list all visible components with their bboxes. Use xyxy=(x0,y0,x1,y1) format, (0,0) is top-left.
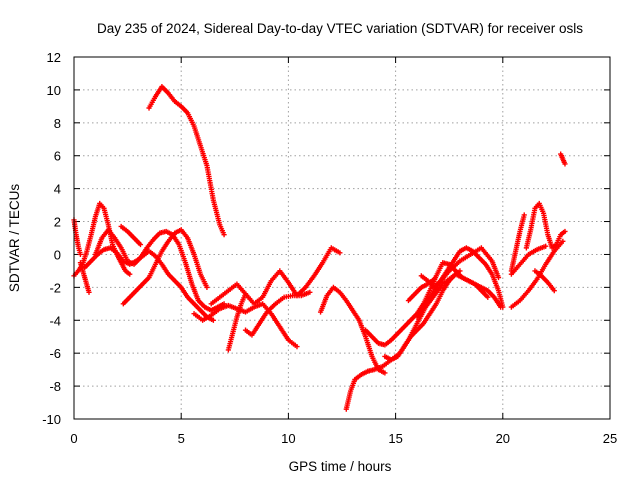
series-arc-19 xyxy=(405,276,437,304)
series-arc-1 xyxy=(71,200,133,279)
data-point xyxy=(86,289,92,295)
x-tick-label: 25 xyxy=(603,431,617,446)
data-point xyxy=(242,291,249,297)
y-tick-label: -8 xyxy=(49,379,61,394)
series-arc-12 xyxy=(242,289,313,338)
series-arc-20 xyxy=(508,212,527,274)
x-tick-label: 20 xyxy=(496,431,510,446)
y-tick-label: 6 xyxy=(54,149,61,164)
x-tick-label: 0 xyxy=(70,431,77,446)
data-point xyxy=(210,317,216,323)
y-tick-label: 0 xyxy=(54,247,61,262)
data-point xyxy=(500,304,506,310)
data-point xyxy=(294,344,300,350)
data-point xyxy=(521,212,527,218)
series-arc-22 xyxy=(508,243,549,277)
x-tick-label: 10 xyxy=(281,431,295,446)
y-tick-label: 2 xyxy=(54,215,61,230)
series-arc-9 xyxy=(191,301,300,350)
series-arc-10 xyxy=(208,245,343,307)
y-tick-label: 8 xyxy=(54,116,61,131)
series-arc-6 xyxy=(120,227,210,307)
series-arc-13 xyxy=(317,284,388,376)
y-axis-label: SDTVAR / TECUs xyxy=(7,184,22,293)
data-point xyxy=(431,276,437,282)
data-point xyxy=(127,271,133,277)
data-point xyxy=(137,241,144,248)
series-arc-8 xyxy=(146,84,227,238)
data-point xyxy=(495,274,502,281)
y-tick-label: 10 xyxy=(47,83,61,98)
series-arc-2 xyxy=(71,217,84,258)
y-tick-label: -6 xyxy=(49,346,61,361)
data-point xyxy=(562,228,568,235)
y-tick-label: 12 xyxy=(47,50,61,65)
series-arc-11 xyxy=(225,291,249,353)
data-point xyxy=(307,289,313,295)
data-point xyxy=(562,161,568,167)
y-tick-label: -10 xyxy=(42,412,61,427)
series-arc-18 xyxy=(418,245,506,310)
series-arc-7 xyxy=(118,223,144,248)
series-arc-21 xyxy=(508,238,566,310)
x-tick-label: 15 xyxy=(388,431,402,446)
y-tick-label: -2 xyxy=(49,280,61,295)
series-arc-25 xyxy=(558,151,568,167)
chart-title: Day 235 of 2024, Sidereal Day-to-day VTE… xyxy=(97,21,583,36)
data-point xyxy=(221,232,227,238)
y-tick-label: 4 xyxy=(54,182,61,197)
data-point xyxy=(382,370,388,376)
series-arc-24 xyxy=(532,268,557,294)
y-tick-label: -4 xyxy=(49,313,61,328)
x-tick-label: 5 xyxy=(178,431,185,446)
data-point xyxy=(337,250,343,256)
data-point xyxy=(551,288,557,294)
series-arc-23 xyxy=(523,200,568,251)
x-axis-label: GPS time / hours xyxy=(289,459,392,474)
data-points xyxy=(71,84,568,412)
data-point xyxy=(560,238,566,244)
data-point xyxy=(543,243,549,249)
plot-frame xyxy=(73,56,611,420)
series-arc-16 xyxy=(382,271,504,363)
data-point xyxy=(204,284,210,290)
data-point xyxy=(485,294,491,300)
data-point xyxy=(77,251,84,258)
